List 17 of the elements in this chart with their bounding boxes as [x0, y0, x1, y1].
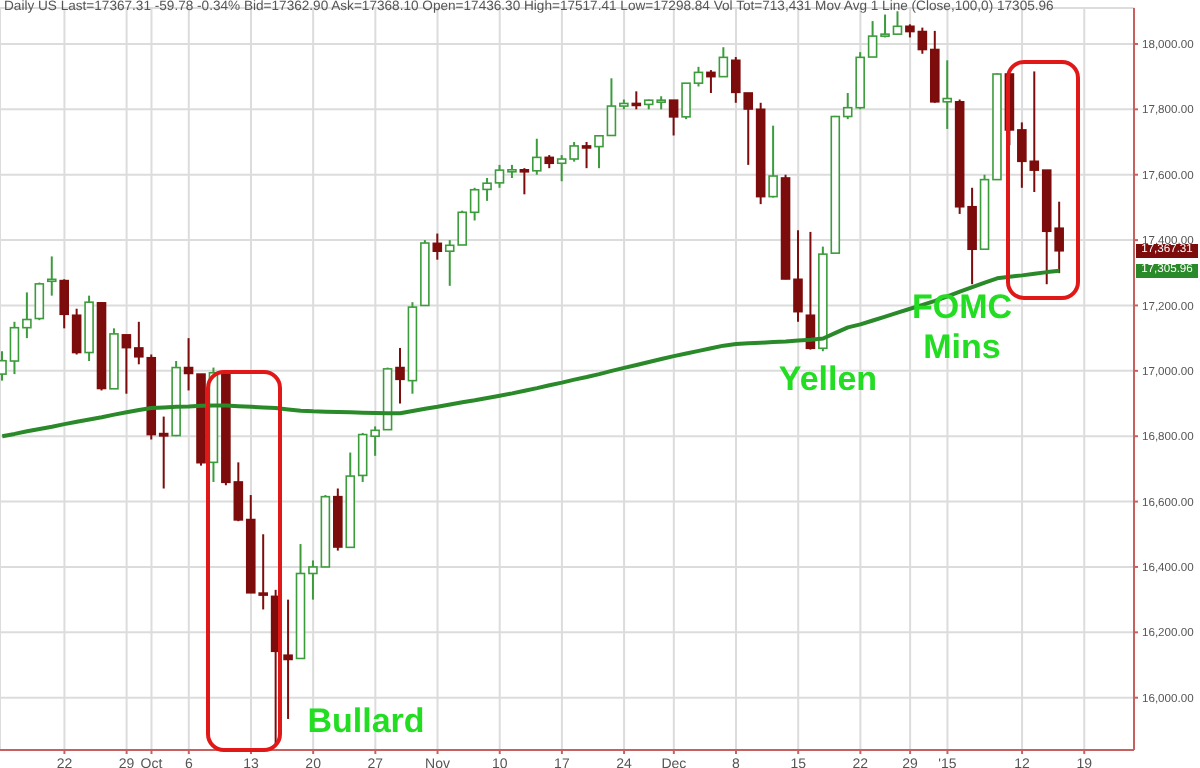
candlestick	[34, 281, 45, 322]
annotation: Bullard	[305, 702, 427, 742]
candlestick	[718, 46, 729, 78]
candlestick	[432, 232, 443, 261]
candlestick	[46, 255, 57, 297]
candlestick	[532, 137, 542, 176]
candlestick	[395, 346, 405, 405]
candlestick	[519, 167, 530, 196]
annotation: Yellen	[776, 360, 880, 400]
candlestick	[706, 69, 716, 94]
line-series	[0, 268, 1062, 439]
candlestick	[768, 124, 778, 199]
candlestick	[942, 59, 953, 130]
annotation: FOMC Mins	[910, 288, 1014, 368]
candlestick	[668, 99, 679, 137]
candlestick	[581, 141, 592, 170]
candlestick	[283, 598, 293, 720]
